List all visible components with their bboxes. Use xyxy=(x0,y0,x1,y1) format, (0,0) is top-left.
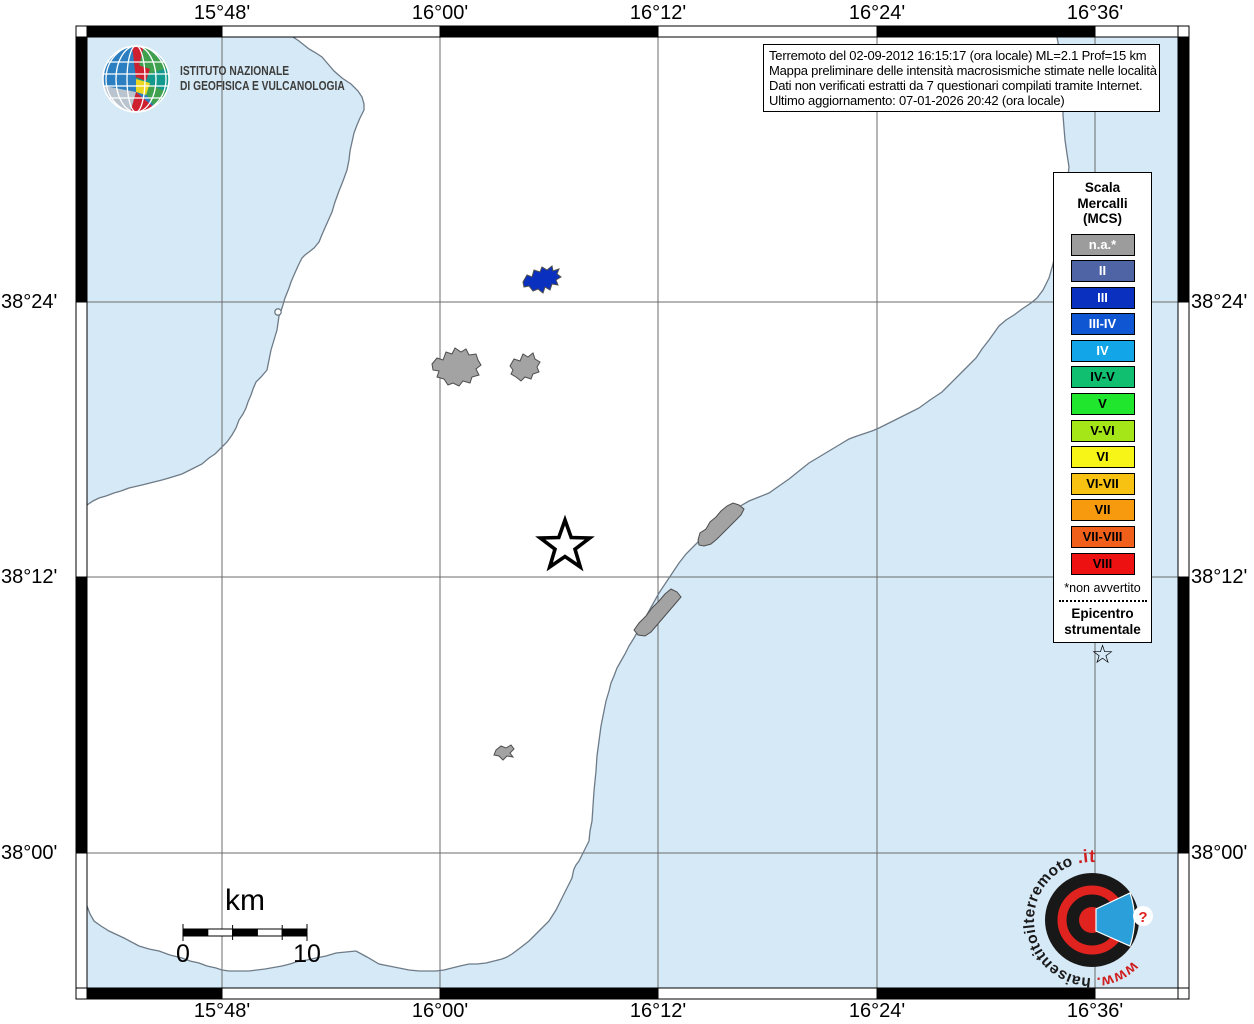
ingv-globe-icon xyxy=(102,45,170,113)
legend-epicenter-line2: strumentale xyxy=(1064,621,1141,637)
locality-na-coast-south xyxy=(633,588,682,637)
ingv-logo-text: ISTITUTO NAZIONALE DI GEOFISICA E VULCAN… xyxy=(180,64,345,94)
locality-na-coast-north xyxy=(697,502,745,547)
axis-label-left-38-00: 38°00' xyxy=(1,842,58,864)
legend-title-line2: Mercalli xyxy=(1077,195,1128,211)
watermark-tld: .it xyxy=(1075,846,1095,868)
mercalli-scale-legend: Scala Mercalli (MCS) n.a.* II III III-IV IV I… xyxy=(1053,172,1152,668)
legend-swatch-iv-v: IV-V xyxy=(1070,366,1135,389)
axis-label-top-16-24: 16°24' xyxy=(848,2,906,24)
legend-swatch-v-vi: V-VI xyxy=(1070,419,1135,442)
legend-swatch-vii: VII xyxy=(1070,499,1135,522)
locality-na-west-small xyxy=(509,352,541,382)
sea-layer xyxy=(87,37,1178,988)
small-islet xyxy=(274,308,282,316)
coastline-layer xyxy=(86,36,1070,972)
watermark-question-mark: ? xyxy=(1138,909,1147,926)
legend-swatch-vi: VI xyxy=(1070,446,1135,469)
scalebar-start-label: 0 xyxy=(176,940,190,968)
legend-divider xyxy=(1058,599,1147,602)
axis-label-bottom-16-24: 16°24' xyxy=(848,1000,906,1022)
axis-label-bottom-16-36: 16°36' xyxy=(1066,1000,1124,1022)
legend-swatch-v: V xyxy=(1070,393,1135,416)
ingv-logo: ISTITUTO NAZIONALE DI GEOFISICA E VULCAN… xyxy=(100,44,381,114)
locality-intensity-iii xyxy=(522,265,562,294)
legend-swatch-list: n.a.* II III III-IV IV IV-V V V-VI VI VI-VII VII VI… xyxy=(1070,233,1135,575)
scalebar-end-label: 10 xyxy=(293,940,321,968)
legend-title-line1: Scala xyxy=(1084,180,1121,195)
legend-swatch-viii: VIII xyxy=(1070,552,1135,575)
axis-label-bottom-16-12: 16°12' xyxy=(629,1000,687,1022)
map-frame xyxy=(75,25,1190,1000)
info-line-maptype: Mappa preliminare delle intensità macros… xyxy=(769,63,1157,78)
axis-label-right-38-24: 38°24' xyxy=(1191,291,1248,313)
info-line-data: Dati non verificati estratti da 7 questi… xyxy=(769,78,1143,93)
axis-label-bottom-15-48: 15°48' xyxy=(193,1000,251,1022)
legend-swatch-iii-iv: III-IV xyxy=(1070,313,1135,336)
locality-na-west-large xyxy=(431,347,482,387)
info-line-event: Terremoto del 02-09-2012 16:15:17 (ora l… xyxy=(769,48,1147,63)
coastline-west xyxy=(86,36,365,506)
axis-label-top-16-36: 16°36' xyxy=(1066,2,1124,24)
scalebar-unit-label: km xyxy=(225,884,265,917)
axis-label-left-38-24: 38°24' xyxy=(1,291,58,313)
ingv-logo-line1: ISTITUTO NAZIONALE xyxy=(180,64,290,78)
legend-footnote: *non avvertito xyxy=(1064,580,1141,595)
legend-epicenter-star-icon: ☆ xyxy=(1090,638,1115,669)
sea-west-tyrrhenian xyxy=(87,37,364,505)
scale-bar xyxy=(182,924,308,941)
legend-swatch-iii: III xyxy=(1070,286,1135,309)
watermark-question-circle xyxy=(1133,906,1153,926)
legend-title-line3: (MCS) xyxy=(1083,211,1122,226)
axis-label-top-16-00: 16°00' xyxy=(411,2,469,24)
legend-epicenter-title: Epicentro strumentale xyxy=(1064,606,1141,638)
axis-label-left-38-12: 38°12' xyxy=(1,566,58,588)
earthquake-info-box: Terremoto del 02-09-2012 16:15:17 (ora l… xyxy=(763,44,1160,112)
legend-swatch-vi-vii: VI-VII xyxy=(1070,472,1135,495)
legend-epicenter-line1: Epicentro xyxy=(1071,605,1134,621)
locality-na-inland-small xyxy=(493,744,515,761)
legend-swatch-vii-viii: VII-VIII xyxy=(1070,526,1135,549)
legend-swatch-iv: IV xyxy=(1070,339,1135,362)
axis-label-top-16-12: 16°12' xyxy=(629,2,687,24)
ingv-logo-line2: DI GEOFISICA E VULCANOLOGIA xyxy=(180,79,345,93)
info-line-updated: Ultimo aggiornamento: 07-01-2026 20:42 (… xyxy=(769,93,1065,108)
axis-label-right-38-00: 38°00' xyxy=(1191,842,1248,864)
sea-east-ionian xyxy=(87,37,1178,988)
axis-label-right-38-12: 38°12' xyxy=(1191,566,1248,588)
coastline-east xyxy=(86,36,1070,972)
legend-swatch-ii: II xyxy=(1070,260,1135,283)
epicenter-star xyxy=(535,514,595,572)
localities-layer xyxy=(431,265,745,761)
legend-swatch-n-a-: n.a.* xyxy=(1070,233,1135,256)
axis-label-bottom-16-00: 16°00' xyxy=(411,1000,469,1022)
legend-title: Scala Mercalli (MCS) xyxy=(1077,180,1127,227)
axis-label-top-15-48: 15°48' xyxy=(193,2,251,24)
watermark-megaphone-icon xyxy=(1095,892,1136,947)
